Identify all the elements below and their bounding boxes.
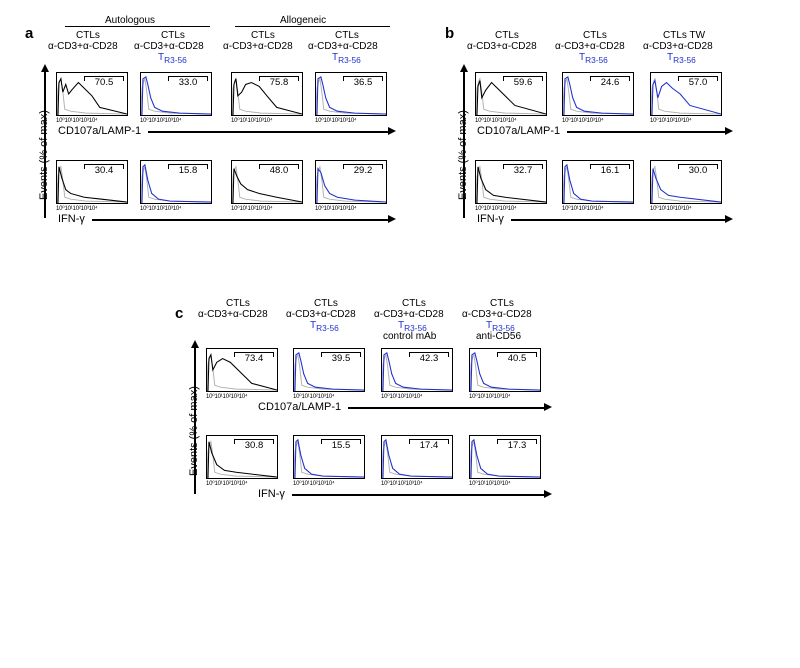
ticks: 10⁰10¹10²10³10⁴ (315, 117, 391, 124)
hist: 36.510⁰10¹10²10³10⁴ (315, 72, 387, 116)
colh: CTLs (314, 298, 338, 310)
y-axis: Events (% of max) (38, 110, 50, 200)
colh: α-CD3+α-CD28 (223, 41, 293, 53)
hist: 30.810⁰10¹10²10³10⁴ (206, 435, 278, 479)
xaxis-ifng: IFN-γ (258, 488, 285, 500)
colh: CTLs (495, 30, 519, 42)
colh: CTLs (161, 30, 185, 42)
gate-value: 75.8 (259, 76, 299, 86)
gate-value: 15.5 (321, 439, 361, 449)
hist: 29.210⁰10¹10²10³10⁴ (315, 160, 387, 204)
hist: 16.110⁰10¹10²10³10⁴ (562, 160, 634, 204)
panel-b-label: b (445, 25, 454, 42)
colh: CTLs (490, 298, 514, 310)
hist: 17.410⁰10¹10²10³10⁴ (381, 435, 453, 479)
ticks: 10⁰10¹10²10³10⁴ (140, 205, 216, 212)
ticks: 10⁰10¹10²10³10⁴ (231, 117, 307, 124)
hist: 57.010⁰10¹10²10³10⁴ (650, 72, 722, 116)
colh: α-CD3+α-CD28 (374, 309, 444, 321)
colh: α-CD3+α-CD28 (555, 41, 625, 53)
colh: CTLs (583, 30, 607, 42)
gate-value: 16.1 (590, 164, 630, 174)
hist: 75.810⁰10¹10²10³10⁴ (231, 72, 303, 116)
gate-value: 15.8 (168, 164, 208, 174)
hist: 32.710⁰10¹10²10³10⁴ (475, 160, 547, 204)
hist: 15.810⁰10¹10²10³10⁴ (140, 160, 212, 204)
gate-value: 32.7 (503, 164, 543, 174)
hist: 70.510⁰10¹10²10³10⁴ (56, 72, 128, 116)
xaxis-cd107a: CD107a/LAMP-1 (477, 125, 560, 137)
colh: α-CD3+α-CD28 (643, 41, 713, 53)
colh: α-CD3+α-CD28 (134, 41, 204, 53)
hist: 73.410⁰10¹10²10³10⁴ (206, 348, 278, 392)
gate-value: 17.3 (497, 439, 537, 449)
gate-value: 30.8 (234, 439, 274, 449)
hist: 24.610⁰10¹10²10³10⁴ (562, 72, 634, 116)
gate-value: 17.4 (409, 439, 449, 449)
colh: α-CD3+α-CD28 (462, 309, 532, 321)
colh: α-CD3+α-CD28 (48, 41, 118, 53)
gate-value: 70.5 (84, 76, 124, 86)
gate-value: 24.6 (590, 76, 630, 86)
hist: 17.310⁰10¹10²10³10⁴ (469, 435, 541, 479)
ticks: 10⁰10¹10²10³10⁴ (56, 205, 132, 212)
header-allogeneic: Allogeneic (280, 15, 326, 27)
colh: α-CD3+α-CD28 (467, 41, 537, 53)
gate-value: 36.5 (343, 76, 383, 86)
hist: 59.610⁰10¹10²10³10⁴ (475, 72, 547, 116)
hist: 40.510⁰10¹10²10³10⁴ (469, 348, 541, 392)
hist: 42.310⁰10¹10²10³10⁴ (381, 348, 453, 392)
header-autologous: Autologous (105, 15, 155, 27)
gate-value: 59.6 (503, 76, 543, 86)
hist: 48.010⁰10¹10²10³10⁴ (231, 160, 303, 204)
gate-value: 40.5 (497, 352, 537, 362)
xaxis-cd107a: CD107a/LAMP-1 (258, 401, 341, 413)
colh: CTLs TW (663, 30, 705, 42)
xaxis-ifng: IFN-γ (58, 213, 85, 225)
xaxis-cd107a: CD107a/LAMP-1 (58, 125, 141, 137)
colh: anti-CD56 (476, 331, 521, 343)
hist: 33.010⁰10¹10²10³10⁴ (140, 72, 212, 116)
ticks: 10⁰10¹10²10³10⁴ (56, 117, 132, 124)
colh-t: TR3-56 (310, 320, 339, 334)
colh-t: TR3-56 (667, 52, 696, 66)
y-axis: Events (% of max) (188, 386, 200, 476)
gate-value: 39.5 (321, 352, 361, 362)
panel-a-label: a (25, 25, 33, 42)
gate-value: 57.0 (678, 76, 718, 86)
gate-value: 42.3 (409, 352, 449, 362)
colh: CTLs (251, 30, 275, 42)
colh: CTLs (335, 30, 359, 42)
colh: CTLs (76, 30, 100, 42)
colh: α-CD3+α-CD28 (198, 309, 268, 321)
hist: 15.510⁰10¹10²10³10⁴ (293, 435, 365, 479)
ticks: 10⁰10¹10²10³10⁴ (315, 205, 391, 212)
hist: 30.410⁰10¹10²10³10⁴ (56, 160, 128, 204)
colh-t: TR3-56 (579, 52, 608, 66)
ticks: 10⁰10¹10²10³10⁴ (140, 117, 216, 124)
colh: α-CD3+α-CD28 (286, 309, 356, 321)
gate-value: 30.0 (678, 164, 718, 174)
ticks: 10⁰10¹10²10³10⁴ (231, 205, 307, 212)
colh: α-CD3+α-CD28 (308, 41, 378, 53)
colh: CTLs (402, 298, 426, 310)
colh-t: TR3-56 (332, 52, 361, 66)
gate-value: 30.4 (84, 164, 124, 174)
gate-value: 48.0 (259, 164, 299, 174)
colh-t: TR3-56 (158, 52, 187, 66)
gate-value: 33.0 (168, 76, 208, 86)
colh: control mAb (383, 331, 436, 343)
colh: CTLs (226, 298, 250, 310)
gate-value: 29.2 (343, 164, 383, 174)
hist: 30.010⁰10¹10²10³10⁴ (650, 160, 722, 204)
hist: 39.510⁰10¹10²10³10⁴ (293, 348, 365, 392)
gate-value: 73.4 (234, 352, 274, 362)
y-axis: Events (% of max) (457, 110, 469, 200)
panel-c-label: c (175, 305, 183, 322)
xaxis-ifng: IFN-γ (477, 213, 504, 225)
